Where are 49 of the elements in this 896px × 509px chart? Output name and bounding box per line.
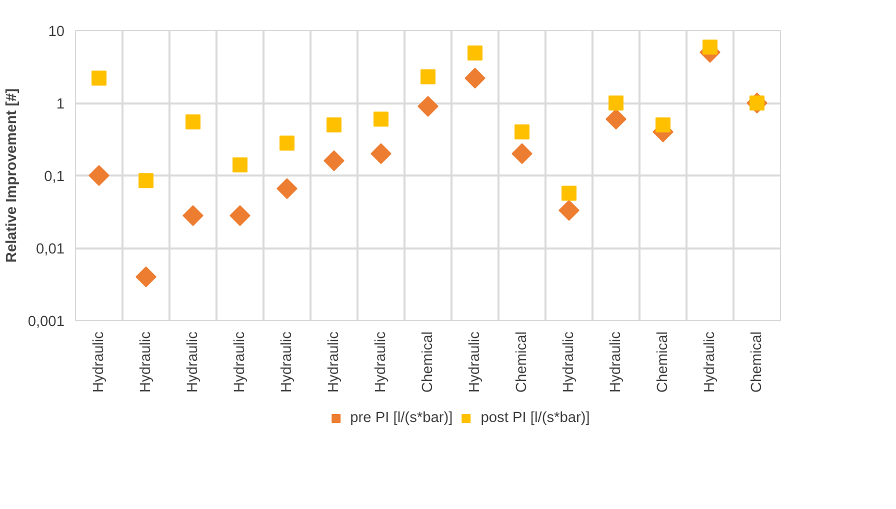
point: [702, 40, 718, 55]
point: [186, 114, 200, 130]
x-tick-label: Chemical: [514, 331, 530, 393]
point: [326, 117, 342, 132]
y-tick-label: 0,001: [28, 314, 65, 330]
point: [324, 150, 344, 172]
x-tick-label: Hydraulic: [185, 331, 201, 393]
point: [138, 173, 154, 188]
x-tick-label: Chemical: [655, 331, 671, 393]
x-tick-label: Hydraulic: [91, 331, 107, 393]
point: [182, 205, 204, 226]
point: [562, 186, 576, 201]
point: [608, 96, 624, 110]
point: [136, 266, 156, 288]
point: [92, 70, 106, 86]
legend-label: post PI [l/(s*bar)]: [480, 410, 590, 426]
x-tick-label: Hydraulic: [138, 331, 154, 393]
x-tick-label: Hydraulic: [561, 331, 577, 393]
point: [514, 124, 530, 140]
point: [370, 143, 392, 164]
point: [232, 157, 248, 172]
x-tick-label: Hydraulic: [279, 331, 295, 393]
y-tick-label: 1: [56, 96, 65, 112]
y-tick-label: 0,01: [36, 242, 65, 258]
x-tick-label: Hydraulic: [608, 331, 624, 393]
point: [374, 112, 388, 127]
point: [606, 108, 626, 130]
x-tick-label: Hydraulic: [373, 331, 389, 393]
x-tick-label: Chemical: [749, 331, 765, 393]
y-tick-label: 10: [48, 24, 65, 40]
point: [656, 117, 670, 132]
point: [230, 205, 250, 226]
x-tick-label: Hydraulic: [702, 331, 718, 393]
point: [276, 178, 298, 199]
point: [280, 136, 294, 151]
point: [420, 69, 436, 84]
point: [88, 165, 110, 186]
point: [464, 68, 486, 89]
y-tick-label: 0,1: [44, 169, 64, 185]
x-tick-label: Hydraulic: [467, 331, 483, 393]
x-tick-label: Hydraulic: [232, 331, 248, 393]
point: [468, 45, 482, 60]
y-axis-title: Relative Improvement [#]: [4, 88, 20, 263]
x-tick-label: Hydraulic: [326, 331, 342, 393]
point: [512, 143, 532, 164]
point: [418, 96, 438, 117]
legend-label: pre PI [l/(s*bar)]: [350, 410, 453, 426]
point: [558, 200, 580, 221]
x-tick-label: Chemical: [420, 331, 436, 393]
